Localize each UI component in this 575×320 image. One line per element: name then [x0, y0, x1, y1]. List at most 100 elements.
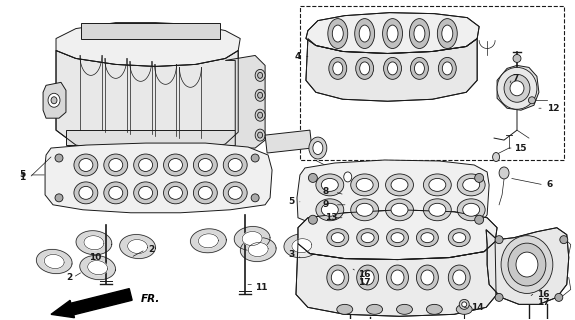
Ellipse shape	[416, 265, 438, 290]
Ellipse shape	[453, 270, 466, 285]
Ellipse shape	[258, 132, 263, 138]
Polygon shape	[306, 13, 479, 53]
Text: 3: 3	[288, 250, 294, 259]
Polygon shape	[296, 242, 496, 316]
Ellipse shape	[414, 25, 425, 42]
Ellipse shape	[332, 25, 343, 42]
Polygon shape	[292, 239, 312, 253]
Ellipse shape	[328, 19, 348, 49]
Ellipse shape	[457, 304, 472, 314]
Ellipse shape	[386, 174, 413, 196]
Ellipse shape	[453, 233, 466, 243]
Ellipse shape	[139, 186, 152, 199]
Text: 5: 5	[19, 171, 25, 180]
Ellipse shape	[351, 174, 378, 196]
Ellipse shape	[308, 215, 317, 224]
Text: 16: 16	[537, 290, 550, 299]
Ellipse shape	[457, 174, 485, 196]
Text: 15: 15	[514, 144, 527, 153]
Ellipse shape	[388, 62, 397, 75]
Ellipse shape	[255, 109, 265, 121]
Ellipse shape	[55, 194, 63, 202]
Ellipse shape	[497, 68, 537, 109]
Ellipse shape	[316, 174, 344, 196]
Ellipse shape	[356, 265, 378, 290]
Polygon shape	[240, 237, 276, 261]
Ellipse shape	[555, 293, 563, 301]
Ellipse shape	[462, 302, 467, 307]
Polygon shape	[80, 255, 116, 280]
Ellipse shape	[391, 179, 408, 191]
Ellipse shape	[255, 129, 265, 141]
Ellipse shape	[198, 158, 212, 172]
Ellipse shape	[442, 62, 453, 75]
Ellipse shape	[55, 154, 63, 162]
Bar	[300, 6, 564, 160]
Ellipse shape	[309, 137, 327, 159]
Ellipse shape	[495, 293, 503, 301]
Polygon shape	[66, 130, 235, 145]
Ellipse shape	[384, 58, 401, 79]
Ellipse shape	[258, 92, 263, 98]
Polygon shape	[56, 23, 240, 67]
Text: 17: 17	[537, 298, 550, 307]
Ellipse shape	[429, 179, 446, 191]
Ellipse shape	[139, 158, 152, 172]
Ellipse shape	[513, 54, 521, 62]
Text: 8: 8	[323, 188, 329, 196]
Ellipse shape	[168, 186, 182, 199]
Text: 14: 14	[471, 303, 484, 312]
Ellipse shape	[258, 112, 263, 118]
Polygon shape	[242, 232, 262, 245]
Text: 10: 10	[89, 253, 101, 262]
Ellipse shape	[251, 154, 259, 162]
Ellipse shape	[104, 182, 128, 204]
Polygon shape	[248, 243, 268, 257]
Ellipse shape	[327, 229, 348, 247]
Text: 16: 16	[358, 270, 370, 279]
Ellipse shape	[193, 182, 217, 204]
Ellipse shape	[448, 265, 470, 290]
Ellipse shape	[475, 173, 484, 182]
Polygon shape	[298, 210, 497, 260]
Ellipse shape	[415, 62, 424, 75]
Text: 6: 6	[547, 180, 553, 189]
Polygon shape	[45, 143, 272, 213]
Ellipse shape	[163, 154, 187, 176]
Ellipse shape	[74, 182, 98, 204]
Ellipse shape	[316, 199, 344, 221]
Ellipse shape	[329, 58, 347, 79]
Ellipse shape	[228, 186, 242, 199]
Ellipse shape	[79, 158, 93, 172]
Ellipse shape	[448, 229, 470, 247]
Ellipse shape	[258, 72, 263, 78]
Polygon shape	[76, 231, 112, 255]
Ellipse shape	[387, 25, 398, 42]
Text: 11: 11	[255, 283, 267, 292]
Ellipse shape	[423, 174, 451, 196]
Polygon shape	[44, 254, 64, 268]
Ellipse shape	[510, 81, 524, 96]
Ellipse shape	[255, 89, 265, 101]
Ellipse shape	[168, 158, 182, 172]
Ellipse shape	[427, 304, 442, 314]
Ellipse shape	[528, 97, 535, 104]
Polygon shape	[36, 249, 72, 274]
Ellipse shape	[361, 233, 374, 243]
Ellipse shape	[386, 199, 413, 221]
Ellipse shape	[361, 270, 374, 285]
Polygon shape	[81, 23, 220, 38]
Ellipse shape	[223, 154, 247, 176]
Ellipse shape	[508, 243, 546, 286]
Ellipse shape	[163, 182, 187, 204]
Ellipse shape	[79, 186, 93, 199]
Ellipse shape	[391, 203, 408, 216]
Polygon shape	[497, 65, 539, 110]
Ellipse shape	[475, 215, 484, 224]
Text: 7: 7	[512, 74, 519, 83]
Ellipse shape	[386, 265, 408, 290]
Polygon shape	[486, 228, 569, 304]
Ellipse shape	[331, 270, 344, 285]
Ellipse shape	[223, 182, 247, 204]
Ellipse shape	[429, 203, 446, 216]
